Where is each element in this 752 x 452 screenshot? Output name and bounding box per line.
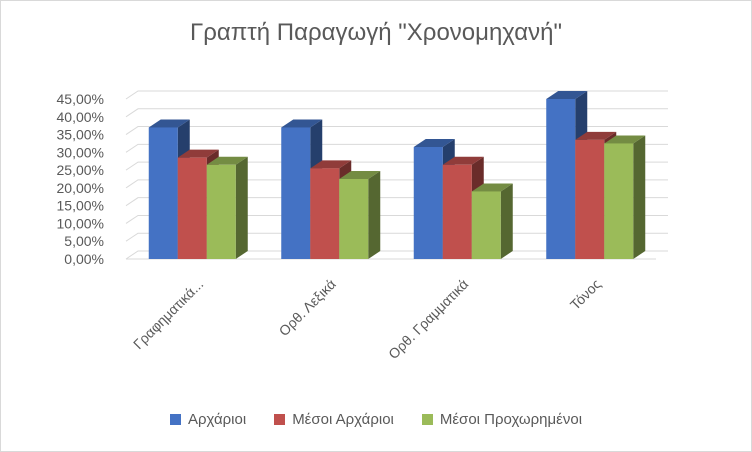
bar [413, 147, 443, 259]
bar-top [546, 91, 588, 99]
x-tick-label: Ορθ. Λεξικά [276, 276, 339, 339]
gridline [125, 126, 668, 135]
legend-item: Αρχάριοι [169, 411, 247, 428]
bar-top [310, 160, 352, 169]
bar-top [604, 135, 646, 144]
gridline [125, 179, 668, 189]
bar-top [206, 156, 248, 165]
bar-top [177, 149, 219, 158]
y-tick-label: 0,00% [64, 251, 104, 267]
gridline [125, 108, 668, 118]
y-tick-label: 5,00% [64, 233, 104, 249]
bar-side [368, 171, 381, 259]
bar [604, 143, 634, 259]
bar-top [413, 139, 455, 147]
y-tick-label: 40,00% [57, 109, 104, 125]
y-tick-label: 15,00% [57, 198, 104, 214]
legend-label: Μέσοι Προχωρημένοι [439, 411, 583, 428]
bar [148, 127, 178, 259]
bar [206, 164, 236, 259]
bar [177, 157, 207, 259]
bar-top [575, 131, 617, 140]
bar [339, 179, 369, 259]
bar-side [235, 156, 248, 259]
y-tick-label: 45,00% [57, 91, 104, 107]
y-tick-label: 35,00% [57, 127, 104, 143]
bar [575, 139, 605, 259]
bar-top [148, 119, 190, 128]
x-tick-label: Γραφηματικά... [130, 276, 206, 352]
bar-top [281, 119, 323, 128]
x-tick-label: Τόνος [567, 276, 604, 313]
legend-swatch [274, 414, 286, 425]
bar [546, 99, 576, 259]
gridline [125, 161, 668, 171]
legend-swatch [421, 414, 433, 425]
bar-top [442, 156, 484, 165]
legend-item: Μέσοι Αρχάριοι [274, 411, 394, 428]
y-tick-label: 10,00% [57, 215, 104, 231]
chart-title: Γραπτή Παραγωγή "Χρονομηχανή" [189, 19, 563, 46]
bar [442, 164, 472, 259]
legend-swatch [169, 414, 181, 425]
bar [471, 191, 501, 259]
gridline [125, 90, 668, 100]
y-tick-label: 20,00% [57, 180, 104, 196]
legend-label: Μέσοι Αρχάριοι [292, 411, 394, 428]
bar-side [633, 135, 646, 259]
bar-side [500, 183, 513, 259]
chart-plot: 0,00% 5,00% 10,00%15,00% 20,00% 25,00% 30,00%… [57, 90, 668, 362]
legend-label: Αρχάριοι [187, 411, 247, 428]
x-tick-label: Ορθ. Γραμματικά [385, 276, 471, 362]
y-tick-label: 25,00% [57, 162, 104, 178]
gridline [125, 143, 668, 153]
bar [310, 168, 340, 259]
bar-top [471, 183, 513, 192]
chart-legend: Αρχάριοι Μέσοι Αρχάριοι Μέσοι Προχωρημένοι [1, 411, 751, 428]
bar-top [339, 171, 381, 179]
bar [281, 127, 311, 259]
legend-item: Μέσοι Προχωρημένοι [421, 411, 583, 428]
y-tick-label: 30,00% [57, 144, 104, 160]
